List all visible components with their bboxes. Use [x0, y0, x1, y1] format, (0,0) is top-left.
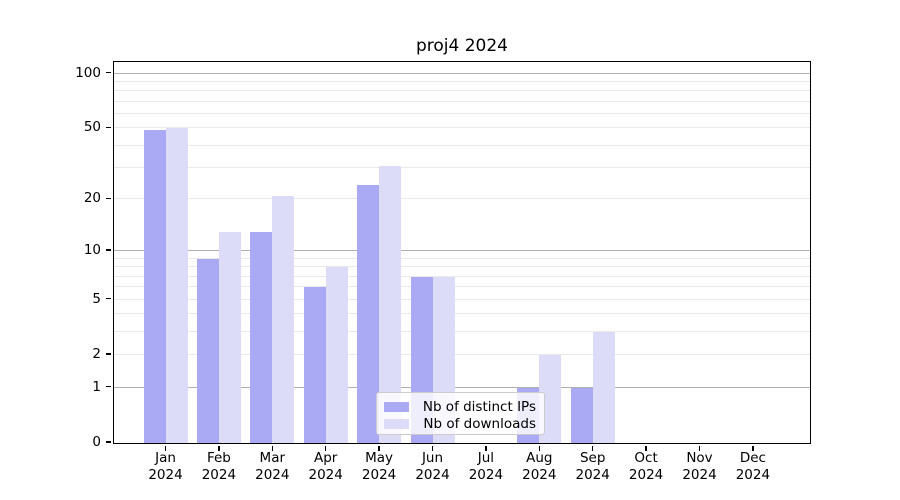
- minor-gridline: [114, 266, 810, 268]
- y-tick-label: 50: [83, 119, 101, 136]
- y-tick-mark: [106, 353, 111, 355]
- bar-mar-downloads: [272, 195, 295, 443]
- y-tick-mark: [106, 297, 111, 300]
- bar-may-downloads: [379, 165, 402, 443]
- x-tick-label: Apr 2024: [308, 450, 343, 483]
- x-tick-mark: [591, 446, 594, 451]
- x-tick-label: Oct 2024: [628, 450, 664, 483]
- legend-label-distinct-ips: Nb of distinct IPs: [422, 399, 536, 415]
- x-tick-mark: [698, 446, 701, 451]
- y-tick-label: 10: [83, 242, 101, 259]
- x-tick-label: Dec 2024: [735, 450, 771, 483]
- minor-gridline: [114, 198, 810, 200]
- minor-gridline: [114, 313, 810, 315]
- plot-area: Nb of distinct IPs Nb of downloads 0 1 2 5 1…: [75, 61, 811, 483]
- y-tick-mark: [106, 249, 111, 251]
- x-tick-mark: [485, 446, 487, 451]
- major-gridline: [114, 72, 810, 74]
- minor-gridline: [114, 144, 810, 146]
- x-tick-label: Aug 2024: [522, 450, 557, 483]
- bar-may-distinct-ips: [357, 185, 380, 443]
- y-tick-label: 1: [92, 378, 101, 395]
- minor-gridline: [114, 127, 810, 129]
- x-tick-mark: [378, 446, 380, 451]
- minor-gridline: [114, 112, 810, 114]
- bar-sep-distinct-ips: [570, 387, 593, 443]
- minor-gridline: [114, 80, 810, 82]
- minor-gridline: [114, 90, 810, 92]
- legend-swatch-distinct-ips: [384, 402, 409, 412]
- minor-gridline: [114, 298, 810, 300]
- y-tick-label: 2: [92, 346, 101, 363]
- minor-gridline: [114, 286, 810, 288]
- legend-entry-downloads: Nb of downloads: [384, 416, 536, 432]
- bar-apr-downloads: [325, 267, 348, 443]
- x-tick-mark: [324, 446, 327, 451]
- major-gridline: [114, 250, 810, 252]
- y-tick-mark: [106, 197, 111, 200]
- bar-mar-distinct-ips: [250, 231, 273, 443]
- y-tick-mark: [106, 385, 111, 388]
- y-tick-label: 20: [83, 190, 101, 207]
- bar-feb-downloads: [218, 231, 241, 443]
- x-tick-mark: [164, 446, 167, 451]
- bar-jan-distinct-ips: [143, 129, 166, 443]
- x-tick-mark: [431, 446, 434, 451]
- minor-gridline: [114, 257, 810, 259]
- x-tick-label: Jul 2024: [468, 450, 504, 483]
- minor-gridline: [114, 275, 810, 277]
- minor-gridline: [114, 100, 810, 102]
- x-tick-mark: [218, 446, 220, 451]
- x-tick-label: May 2024: [361, 450, 397, 483]
- y-tick-label: 0: [92, 434, 101, 450]
- y-tick-mark: [106, 126, 111, 129]
- x-tick-label: Sep 2024: [575, 450, 610, 483]
- bar-apr-distinct-ips: [303, 287, 326, 443]
- legend-entry-distinct-ips: Nb of distinct IPs: [384, 399, 536, 415]
- x-tick-mark: [538, 446, 541, 451]
- legend-swatch-downloads: [384, 419, 409, 429]
- bar-feb-distinct-ips: [196, 258, 219, 443]
- x-tick-label: Jan 2024: [148, 450, 183, 483]
- major-gridline: [114, 386, 810, 388]
- y-tick-mark: [106, 441, 111, 443]
- minor-gridline: [114, 331, 810, 333]
- x-tick-label: Mar 2024: [255, 450, 290, 483]
- legend-label-downloads: Nb of downloads: [423, 416, 536, 432]
- chart-title: proj4 2024: [415, 36, 508, 56]
- legend: Nb of distinct IPs Nb of downloads: [376, 392, 545, 435]
- y-tick-mark: [106, 71, 111, 74]
- y-tick-label: 100: [75, 64, 101, 81]
- x-tick-label: Jun 2024: [415, 450, 450, 483]
- minor-gridline: [114, 354, 810, 356]
- x-tick-mark: [645, 446, 647, 451]
- bar-sep-downloads: [592, 332, 615, 443]
- x-tick-label: Feb 2024: [201, 450, 237, 483]
- bar-jan-downloads: [165, 128, 188, 443]
- x-tick-label: Nov 2024: [682, 450, 717, 483]
- x-tick-mark: [752, 446, 754, 451]
- x-tick-mark: [271, 446, 274, 451]
- minor-gridline: [114, 167, 810, 169]
- y-tick-label: 5: [92, 290, 101, 307]
